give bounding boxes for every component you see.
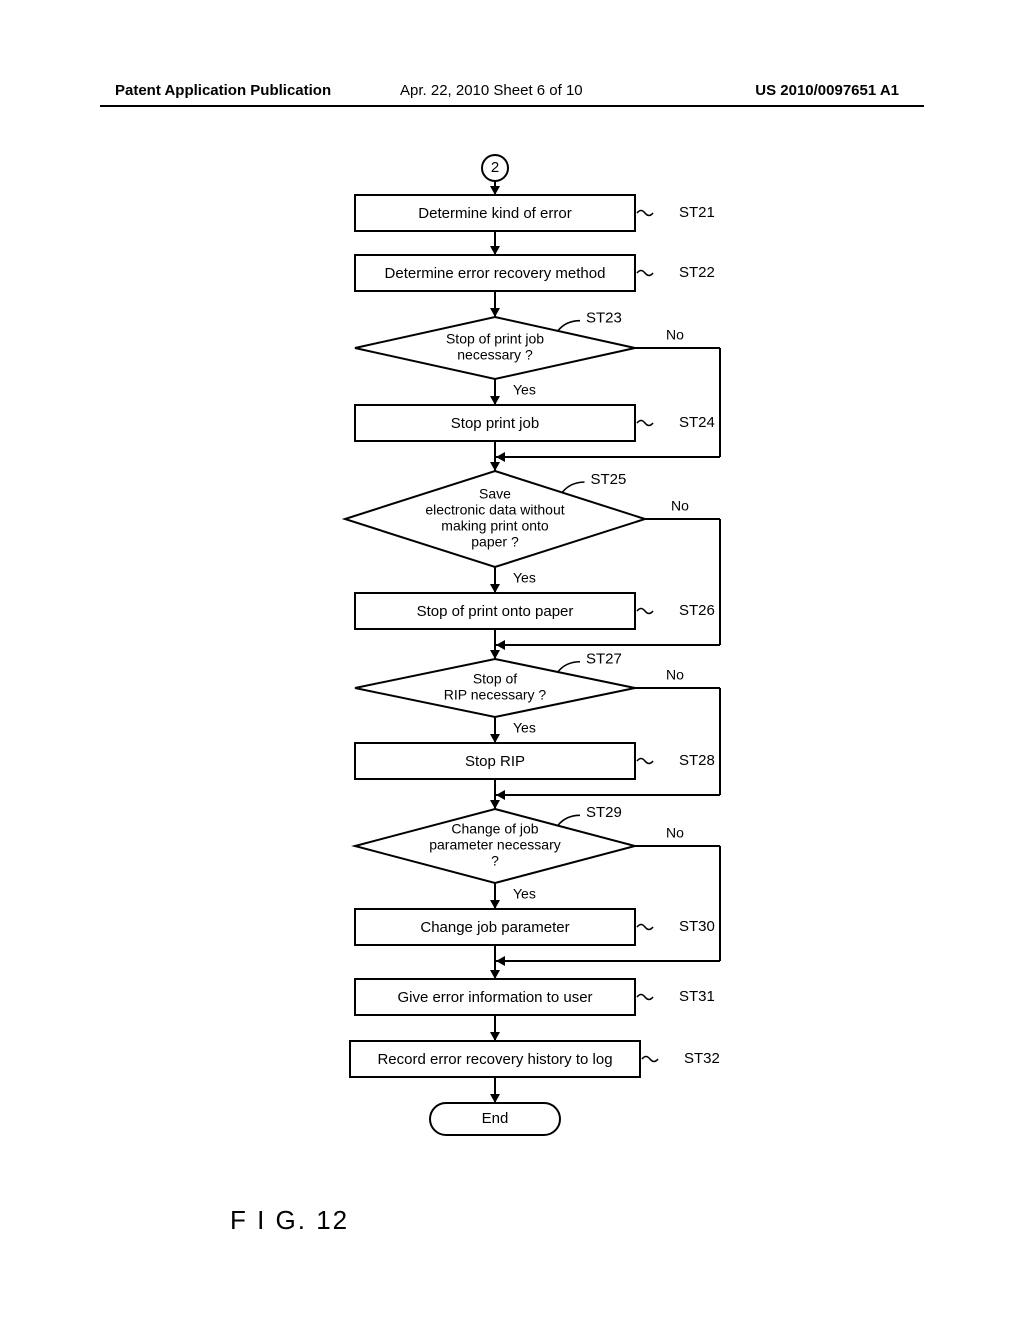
svg-text:ST23: ST23 [586, 310, 622, 327]
svg-text:Yes: Yes [513, 720, 536, 736]
header-left: Patent Application Publication [115, 82, 331, 99]
svg-text:electronic data without: electronic data without [425, 502, 564, 518]
svg-text:parameter necessary: parameter necessary [429, 837, 561, 853]
svg-text:Stop of print onto paper: Stop of print onto paper [417, 603, 574, 620]
svg-text:Record error recovery history: Record error recovery history to log [377, 1051, 612, 1068]
header-rule [100, 105, 924, 107]
svg-text:Yes: Yes [513, 886, 536, 902]
svg-text:Stop print job: Stop print job [451, 415, 539, 432]
flowchart: 2 Determine kind of error ST21 Determine er… [0, 140, 1024, 1250]
svg-text:ST22: ST22 [679, 264, 715, 281]
svg-text:ST21: ST21 [679, 204, 715, 221]
svg-text:No: No [666, 327, 684, 343]
svg-text:Save: Save [479, 486, 511, 502]
svg-text:Stop of: Stop of [473, 671, 517, 687]
figure-label: F I G. 12 [230, 1205, 349, 1236]
svg-text:Change job parameter: Change job parameter [420, 919, 569, 936]
svg-text:Determine error recovery metho: Determine error recovery method [385, 265, 606, 282]
svg-text:Give error information to user: Give error information to user [397, 989, 592, 1006]
svg-text:RIP necessary ?: RIP necessary ? [444, 687, 547, 703]
svg-text:ST26: ST26 [679, 602, 715, 619]
svg-text:No: No [666, 825, 684, 841]
svg-text:No: No [671, 498, 689, 514]
svg-text:ST32: ST32 [684, 1050, 720, 1067]
svg-text:ST30: ST30 [679, 918, 715, 935]
svg-text:necessary ?: necessary ? [457, 347, 533, 363]
svg-text:ST27: ST27 [586, 651, 622, 668]
svg-text:ST28: ST28 [679, 752, 715, 769]
svg-text:Stop of print job: Stop of print job [446, 331, 544, 347]
svg-text:ST24: ST24 [679, 414, 715, 431]
header-right: US 2010/0097651 A1 [755, 82, 899, 99]
svg-text:ST31: ST31 [679, 988, 715, 1005]
svg-text:End: End [482, 1110, 509, 1127]
svg-text:Change of job: Change of job [451, 821, 538, 837]
page: Patent Application Publication Apr. 22, … [0, 0, 1024, 1320]
svg-text:?: ? [491, 853, 499, 869]
svg-text:Yes: Yes [513, 570, 536, 586]
svg-text:Determine kind of error: Determine kind of error [418, 205, 571, 222]
svg-text:ST25: ST25 [591, 471, 627, 488]
svg-text:No: No [666, 667, 684, 683]
svg-text:2: 2 [491, 159, 499, 176]
header-center: Apr. 22, 2010 Sheet 6 of 10 [400, 82, 583, 99]
svg-text:Yes: Yes [513, 382, 536, 398]
svg-text:ST29: ST29 [586, 804, 622, 821]
svg-text:Stop RIP: Stop RIP [465, 753, 525, 770]
page-header: Patent Application Publication Apr. 22, … [0, 82, 1024, 112]
svg-text:making print onto: making print onto [441, 518, 549, 534]
svg-text:paper ?: paper ? [471, 534, 519, 550]
